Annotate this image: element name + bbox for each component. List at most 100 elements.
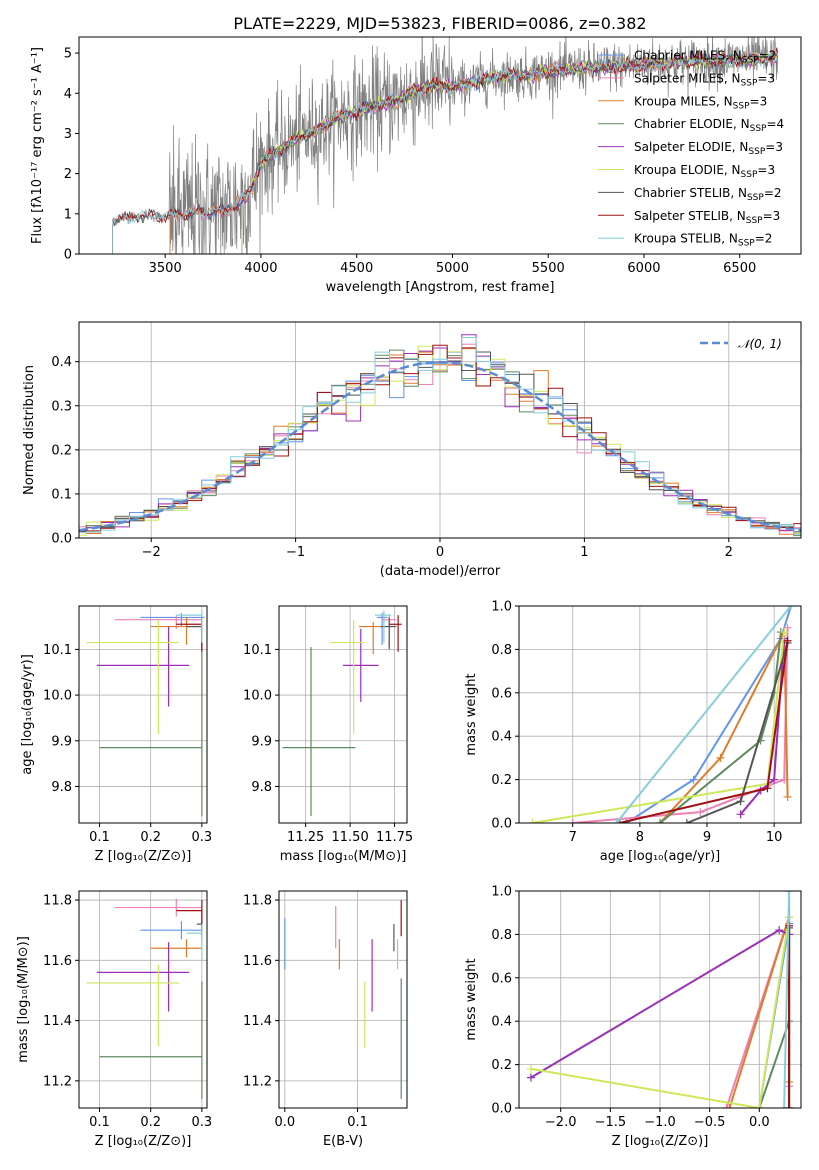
y-tick-label: 1 [64, 207, 72, 222]
mass-vs-extinction-panel: 0.0 0.1 11.2 11.4 11.6 11.8 E(B-V) [243, 890, 408, 1149]
x-tick-label: 11.75 [376, 830, 413, 845]
series-marker [785, 891, 794, 895]
y-axis-label: mass [log₁₀(M/M⊙)] [16, 936, 31, 1063]
x-axis-label: age [log₁₀(age/yr)] [600, 849, 721, 864]
mass-weight-series [612, 606, 795, 823]
x-axis-label: Z [log₁₀(Z/Z⊙)] [95, 1134, 192, 1149]
series-marker [785, 1104, 794, 1108]
axes-frame [78, 605, 208, 824]
series-marker [725, 1104, 734, 1108]
axes-frame [78, 890, 208, 1109]
series-marker [622, 819, 631, 823]
y-tick-label: 11.6 [243, 954, 272, 969]
mass-weight-series [568, 623, 792, 823]
legend-entry: Salpeter MILES, NSSP=3 [634, 71, 775, 88]
grid-lines [79, 891, 207, 1108]
x-tick-label: 5500 [532, 261, 565, 276]
histogram-steps [79, 337, 801, 535]
x-tick-label: 6000 [627, 261, 660, 276]
x-tick-label: −1 [286, 545, 305, 560]
y-tick-label: 11.2 [43, 1074, 72, 1089]
y-tick-label: 11.8 [243, 894, 272, 909]
series-line [659, 631, 782, 823]
legend-entry: Salpeter ELODIE, NSSP=3 [634, 140, 783, 157]
series-marker [528, 819, 537, 823]
series-marker [722, 1104, 731, 1108]
error-bar-point [389, 615, 402, 652]
y-tick-label: 0 [64, 248, 72, 263]
plot-area [112, 37, 779, 254]
error-bar-point [375, 610, 391, 643]
x-axis-label: (data-model)/error [380, 564, 501, 579]
normal-reference-curve [79, 360, 801, 532]
series-line [530, 916, 791, 1108]
series-marker [656, 819, 664, 823]
axes-frame [518, 890, 802, 1109]
x-axis-label: wavelength [Angstrom, rest frame] [326, 280, 555, 295]
error-bar-point [96, 626, 190, 707]
series-marker [770, 775, 779, 784]
x-tick-label: 0 [436, 545, 444, 560]
y-tick-label: 9.9 [251, 734, 272, 749]
series-marker [526, 1064, 535, 1073]
plot-area [528, 606, 795, 823]
mass-vs-metallicity-panel: 0.1 0.2 0.3 11.2 11.4 11.6 11.8 Z [log₁₀(Z/Z⊙)]… [16, 890, 213, 1149]
series-marker [783, 792, 792, 801]
grid-lines [79, 606, 207, 823]
y-axis-label: Flux [fλ10⁻¹⁷ erg cm⁻² s⁻¹ A⁻¹] [30, 47, 45, 244]
y-tick-label: 0.2 [491, 1058, 512, 1073]
plot-area [86, 898, 203, 1099]
model-spectrum-line [112, 53, 779, 254]
series-marker [786, 606, 795, 610]
series-line [659, 631, 789, 823]
y-tick-label: 11.2 [243, 1074, 272, 1089]
series-marker [736, 810, 745, 819]
error-bar-point [282, 647, 356, 817]
series-marker [682, 819, 691, 823]
series-marker [783, 636, 792, 645]
y-tick-label: 9.9 [51, 734, 72, 749]
error-bar-point [114, 898, 202, 917]
grid-lines [519, 890, 801, 1109]
axes-frame [518, 605, 802, 824]
error-bar-point [86, 619, 179, 734]
x-axis-label: Z [log₁₀(Z/Z⊙)] [95, 849, 192, 864]
y-tick-label: 11.6 [43, 954, 72, 969]
x-tick-label: 0.0 [274, 1115, 295, 1130]
error-bar-point [96, 942, 190, 1012]
plot-area [79, 334, 801, 537]
histogram-steps [79, 345, 801, 536]
error-bar-point [359, 621, 381, 654]
legend-entry: Chabrier ELODIE, NSSP=4 [634, 117, 784, 134]
error-bar-point [186, 617, 203, 650]
mass-weight-series [656, 628, 792, 823]
age-vs-metallicity-panel: 0.1 0.2 0.3 9.8 9.9 10.0 10.1 Z [log₁₀(Z/Z⊙)] ag… [20, 605, 212, 864]
error-bar-point [176, 610, 203, 643]
y-tick-label: 0.0 [491, 1102, 512, 1117]
axes-frame [78, 36, 802, 255]
y-tick-label: 9.8 [251, 780, 272, 795]
y-tick-label: 0.0 [51, 532, 72, 547]
y-axis-label: Normed distribution [22, 365, 37, 495]
error-bar-point [99, 981, 203, 1099]
x-tick-label: 0.2 [140, 830, 161, 845]
legend-entry: Salpeter STELIB, NSSP=3 [634, 209, 780, 226]
y-axis-label: mass weight [464, 673, 479, 755]
y-tick-label: 11.8 [43, 894, 72, 909]
x-tick-label: 0.3 [192, 1115, 213, 1130]
error-bar-point [376, 612, 388, 645]
error-bar-point [330, 619, 365, 734]
series-marker [783, 623, 792, 632]
plot-area [282, 610, 402, 817]
residuals-histogram-panel: −2 −1 0 1 2 0.0 0.1 0.2 0.3 0.4 (data-model)/error… [22, 321, 802, 579]
x-tick-label: 0.0 [749, 1115, 770, 1130]
x-tick-label: 11.50 [332, 830, 369, 845]
y-tick-label: 0.3 [51, 399, 72, 414]
histogram-steps [79, 348, 801, 535]
spectrum-legend: Chabrier MILES, NSSP=2 Salpeter MILES, NS… [598, 49, 784, 249]
x-axis-label: Z [log₁₀(Z/Z⊙)] [612, 1134, 709, 1149]
series-line [615, 606, 792, 823]
error-bar-point [99, 642, 203, 817]
x-tick-label: 8 [636, 830, 644, 845]
plot-area [86, 610, 205, 817]
